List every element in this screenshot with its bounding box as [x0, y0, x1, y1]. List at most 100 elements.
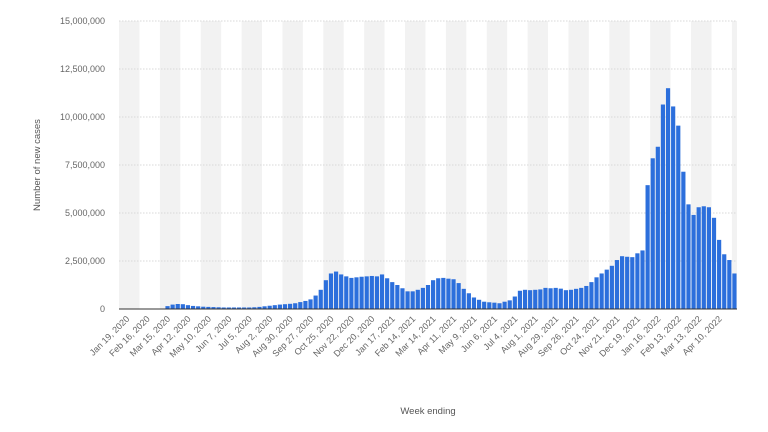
bar[interactable]	[446, 278, 451, 309]
bar[interactable]	[722, 254, 727, 309]
bar[interactable]	[201, 306, 206, 309]
bar[interactable]	[558, 288, 563, 309]
bar[interactable]	[364, 276, 369, 309]
bar[interactable]	[691, 214, 696, 309]
bar[interactable]	[288, 303, 293, 309]
bar[interactable]	[242, 307, 247, 309]
bar[interactable]	[308, 299, 313, 309]
bar[interactable]	[231, 307, 237, 309]
bar[interactable]	[216, 307, 221, 309]
bar[interactable]	[369, 275, 374, 309]
bar[interactable]	[226, 307, 231, 309]
bar[interactable]	[635, 253, 640, 309]
bar[interactable]	[711, 217, 717, 309]
bar[interactable]	[645, 185, 650, 309]
bar[interactable]	[614, 260, 620, 309]
bar[interactable]	[655, 146, 660, 309]
bar[interactable]	[303, 300, 308, 309]
bar[interactable]	[354, 277, 359, 309]
bar[interactable]	[415, 289, 420, 309]
bar[interactable]	[170, 304, 175, 309]
bar[interactable]	[717, 239, 722, 309]
bar[interactable]	[298, 302, 303, 309]
bar[interactable]	[190, 305, 196, 309]
bar[interactable]	[175, 304, 180, 309]
bar[interactable]	[318, 289, 323, 309]
bar[interactable]	[686, 204, 691, 309]
bar[interactable]	[328, 273, 334, 309]
bar[interactable]	[492, 302, 497, 309]
bar[interactable]	[579, 287, 584, 309]
bar[interactable]	[517, 290, 523, 309]
bar[interactable]	[727, 260, 732, 309]
bar[interactable]	[650, 158, 655, 309]
bar[interactable]	[609, 265, 614, 309]
bar[interactable]	[441, 277, 446, 309]
bar[interactable]	[476, 299, 482, 309]
bar[interactable]	[604, 269, 609, 309]
bar[interactable]	[466, 293, 471, 309]
bar[interactable]	[339, 274, 344, 309]
bar[interactable]	[671, 106, 676, 309]
bar[interactable]	[323, 280, 328, 309]
bar[interactable]	[548, 288, 553, 309]
bar[interactable]	[599, 273, 604, 309]
bar[interactable]	[584, 285, 589, 309]
bar[interactable]	[640, 250, 645, 309]
bar[interactable]	[461, 288, 466, 309]
bar[interactable]	[660, 104, 666, 310]
bar[interactable]	[732, 273, 737, 309]
bar[interactable]	[395, 285, 400, 309]
bar[interactable]	[390, 282, 395, 309]
bar[interactable]	[431, 280, 436, 309]
bar[interactable]	[533, 289, 538, 309]
bar[interactable]	[487, 302, 492, 309]
bar[interactable]	[436, 278, 441, 309]
bar[interactable]	[257, 306, 262, 309]
bar[interactable]	[221, 307, 226, 309]
bar[interactable]	[425, 285, 431, 309]
bar[interactable]	[512, 296, 517, 309]
bar[interactable]	[262, 306, 267, 309]
bar[interactable]	[502, 301, 507, 309]
bar[interactable]	[196, 306, 201, 309]
bar[interactable]	[379, 274, 385, 309]
bar[interactable]	[706, 207, 712, 309]
bar[interactable]	[553, 287, 558, 309]
bar[interactable]	[589, 282, 594, 309]
bar[interactable]	[696, 207, 701, 309]
bar[interactable]	[543, 287, 548, 309]
bar[interactable]	[272, 305, 277, 309]
bar[interactable]	[456, 283, 461, 309]
bar[interactable]	[252, 307, 257, 309]
bar[interactable]	[701, 206, 706, 309]
bar[interactable]	[594, 277, 599, 309]
bar[interactable]	[410, 291, 415, 309]
bar[interactable]	[282, 304, 288, 309]
bar[interactable]	[267, 305, 272, 309]
bar[interactable]	[180, 304, 185, 309]
bar[interactable]	[211, 307, 216, 309]
bar[interactable]	[165, 306, 170, 309]
bar[interactable]	[574, 288, 579, 309]
bar[interactable]	[420, 287, 425, 309]
bar[interactable]	[568, 289, 574, 309]
bar[interactable]	[247, 307, 252, 309]
bar[interactable]	[313, 295, 318, 309]
bar[interactable]	[451, 279, 456, 309]
bar[interactable]	[507, 300, 512, 309]
bar[interactable]	[538, 289, 543, 309]
bar[interactable]	[349, 277, 354, 309]
bar[interactable]	[630, 257, 635, 309]
bar[interactable]	[625, 256, 630, 309]
bar[interactable]	[471, 297, 477, 309]
bar[interactable]	[619, 256, 625, 309]
bar[interactable]	[400, 288, 405, 309]
bar[interactable]	[385, 278, 390, 309]
bar[interactable]	[497, 303, 502, 309]
bar[interactable]	[206, 306, 211, 309]
bar[interactable]	[277, 304, 282, 309]
bar[interactable]	[522, 289, 528, 309]
bar[interactable]	[185, 305, 191, 309]
bar[interactable]	[681, 171, 686, 309]
